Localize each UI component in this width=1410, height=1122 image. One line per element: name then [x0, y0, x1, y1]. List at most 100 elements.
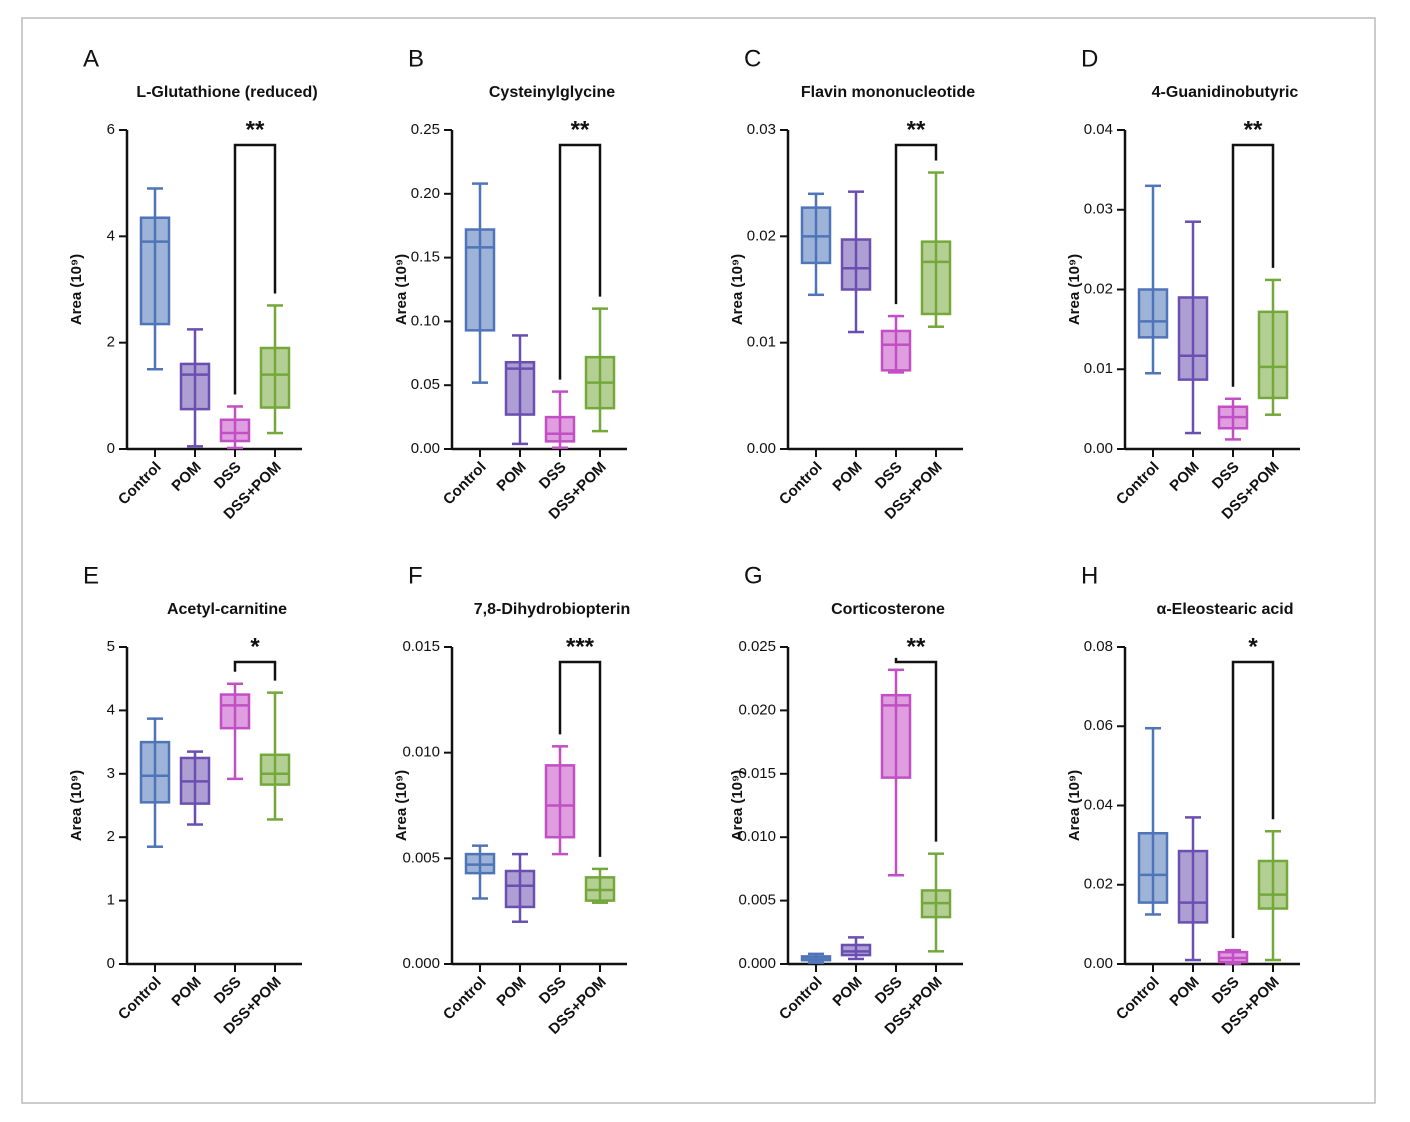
y-tick-label: 0.02	[1084, 876, 1113, 893]
significance-bracket	[233, 143, 277, 395]
chart-title: 7,8-Dihydrobiopterin	[474, 601, 630, 618]
y-tick-label: 0.10	[411, 312, 440, 329]
y-tick-label: 4	[107, 227, 115, 244]
box	[139, 740, 171, 804]
chart-title: Acetyl-carnitine	[167, 601, 287, 618]
y-tick-label: 6	[107, 121, 115, 138]
y-tick-label: 0.04	[1084, 796, 1113, 813]
y-tick-label: 0.02	[747, 227, 776, 244]
significance-bracket	[558, 660, 602, 857]
y-tick-label: 0.005	[738, 892, 776, 909]
y-tick-label: 3	[107, 765, 115, 782]
y-tick-label: 0	[107, 955, 115, 972]
y-axis-label: Area (10⁹)	[729, 254, 746, 325]
box	[219, 693, 251, 730]
panel-label: D	[1081, 45, 1098, 72]
box	[139, 216, 171, 326]
y-tick-label: 0.010	[738, 828, 776, 845]
chart-title: Cysteinylglycine	[489, 84, 615, 101]
significance-bracket	[1231, 660, 1275, 939]
y-tick-label: 0.00	[411, 440, 440, 457]
box	[840, 238, 872, 291]
box	[920, 240, 952, 316]
significance-bracket	[233, 660, 277, 681]
box	[840, 943, 872, 957]
box	[1177, 849, 1209, 924]
box	[544, 764, 576, 839]
y-tick-label: 2	[107, 828, 115, 845]
y-tick-label: 0.020	[738, 701, 776, 718]
y-tick-label: 0.000	[738, 955, 776, 972]
significance-bracket	[894, 657, 938, 842]
panel-label: F	[408, 562, 423, 589]
y-tick-label: 0	[107, 440, 115, 457]
y-tick-label: 0.01	[1084, 360, 1113, 377]
y-tick-label: 0.03	[747, 121, 776, 138]
box	[880, 329, 912, 372]
y-tick-label: 2	[107, 334, 115, 351]
y-tick-label: 0.010	[402, 744, 440, 761]
box	[179, 362, 211, 411]
y-tick-label: 0.25	[411, 121, 440, 138]
y-tick-label: 0.00	[1084, 440, 1113, 457]
box	[259, 346, 291, 409]
frame	[21, 17, 1376, 1104]
significance-label: *	[1248, 633, 1258, 660]
y-tick-label: 5	[107, 638, 115, 655]
y-tick-label: 0.00	[747, 440, 776, 457]
y-tick-label: 0.02	[1084, 280, 1113, 297]
box	[504, 360, 536, 416]
significance-bracket	[894, 143, 938, 305]
box	[219, 418, 251, 443]
y-tick-label: 0.08	[1084, 638, 1113, 655]
chart-title: Flavin mononucleotide	[801, 84, 975, 101]
box	[544, 415, 576, 443]
significance-bracket	[1231, 143, 1275, 387]
y-tick-label: 0.01	[747, 334, 776, 351]
y-tick-label: 0.15	[411, 249, 440, 266]
y-tick-label: 0.025	[738, 638, 776, 655]
significance-label: **	[907, 116, 926, 143]
y-tick-label: 0.015	[402, 638, 440, 655]
significance-label: **	[907, 633, 926, 660]
y-axis-label: Area (10⁹)	[393, 770, 410, 841]
significance-bracket	[558, 143, 602, 380]
chart-title: 4-Guanidinobutyric	[1152, 84, 1299, 101]
significance-label: ***	[566, 633, 595, 660]
significance-label: **	[1244, 116, 1263, 143]
y-axis-label: Area (10⁹)	[1066, 254, 1083, 325]
significance-label: **	[246, 116, 265, 143]
chart-title: L-Glutathione (reduced)	[136, 84, 317, 101]
chart-title: Corticosterone	[831, 601, 945, 618]
y-tick-label: 0.015	[738, 765, 776, 782]
box	[464, 228, 496, 332]
y-tick-label: 0.00	[1084, 955, 1113, 972]
y-axis-label: Area (10⁹)	[729, 770, 746, 841]
box	[880, 693, 912, 779]
significance-label: **	[571, 116, 590, 143]
box	[1257, 859, 1289, 910]
y-axis-label: Area (10⁹)	[393, 254, 410, 325]
chart-title: α-Eleostearic acid	[1156, 601, 1293, 618]
y-axis-label: Area (10⁹)	[68, 770, 85, 841]
y-tick-label: 0.005	[402, 849, 440, 866]
panel-label: H	[1081, 562, 1098, 589]
box	[1137, 288, 1169, 339]
y-tick-label: 0.03	[1084, 201, 1113, 218]
y-tick-label: 0.06	[1084, 717, 1113, 734]
y-tick-label: 0.000	[402, 955, 440, 972]
box	[504, 869, 536, 909]
significance-label: *	[250, 633, 260, 660]
panel-label: A	[83, 45, 99, 72]
y-tick-label: 0.20	[411, 185, 440, 202]
y-tick-label: 4	[107, 701, 115, 718]
y-tick-label: 1	[107, 892, 115, 909]
y-tick-label: 0.05	[411, 376, 440, 393]
panel-label: C	[744, 45, 761, 72]
box	[259, 753, 291, 786]
panel-label: G	[744, 562, 763, 589]
y-tick-label: 0.04	[1084, 121, 1113, 138]
y-axis-label: Area (10⁹)	[68, 254, 85, 325]
box	[1177, 296, 1209, 381]
